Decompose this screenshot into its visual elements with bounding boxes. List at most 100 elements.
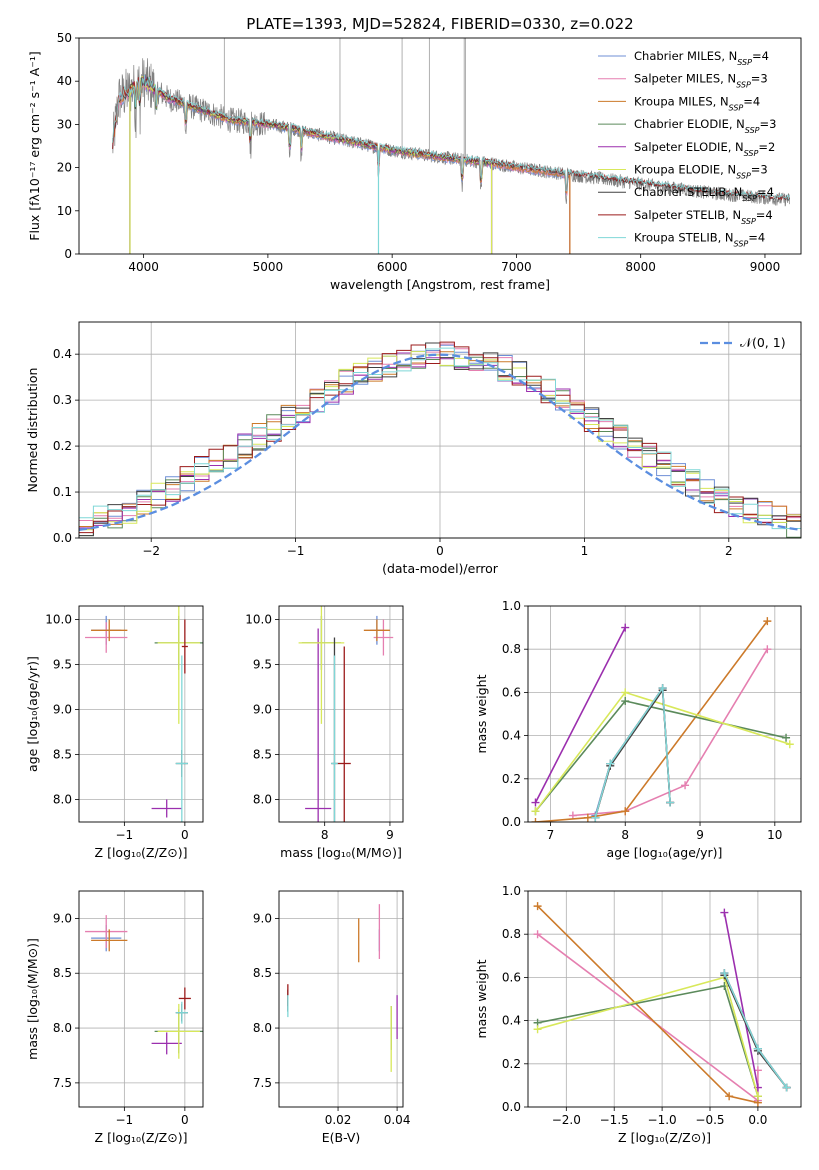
y-axis-label: age [log₁₀(age/yr)] xyxy=(25,656,40,772)
tick-label-x: −2.0 xyxy=(552,1113,581,1127)
tick-label-x: 9 xyxy=(386,828,394,842)
weight-marker xyxy=(753,1044,762,1053)
legend-label: Salpeter STELIB, NSSP=4 xyxy=(634,208,773,226)
x-axis-label: Z [log₁₀(Z/Z⊙)] xyxy=(95,845,188,860)
weight-line-kroupa-miles xyxy=(535,620,768,822)
tick-label-y: 9.5 xyxy=(53,658,72,672)
plot-area xyxy=(531,617,794,822)
weight-line-kroupa-stelib xyxy=(594,685,671,818)
weight-marker xyxy=(621,688,630,697)
tick-label-y: 8.0 xyxy=(253,793,272,807)
tick-label-y: 8.0 xyxy=(53,1021,72,1035)
tick-label-x: −1.0 xyxy=(648,1113,677,1127)
tick-label-x: −1.5 xyxy=(600,1113,629,1127)
tick-label-x: −1 xyxy=(116,1113,134,1127)
x-axis-label: age [log₁₀(age/yr)] xyxy=(607,845,723,860)
panel-mass-vs-Z: −1 0 7.5 8.0 8.5 9.0 Z [log₁₀(Z/Z⊙)] mass [log₁… xyxy=(25,890,204,1145)
y-axis-label: mass weight xyxy=(474,674,489,753)
tick-label-y: 8.0 xyxy=(253,1021,272,1035)
tick-label-y: 0.4 xyxy=(53,347,72,361)
tick-label-y: 0.2 xyxy=(502,1057,521,1071)
tick-label-x: 0.02 xyxy=(325,1113,352,1127)
weight-marker xyxy=(621,697,630,706)
weight-line-chabrier-elodie xyxy=(537,985,759,1097)
tick-label-y: 8.5 xyxy=(53,966,72,980)
legend-subscript: SSP xyxy=(744,148,759,157)
weight-marker xyxy=(658,684,667,693)
weight-marker xyxy=(533,902,542,911)
legend-label: Salpeter ELODIE, NSSP=2 xyxy=(634,140,775,158)
panel-residuals: −2 −1 0 1 2 0.0 0.1 0.2 0.3 0.4 (data-model)/error… xyxy=(25,321,802,576)
x-axis-label: Z [log₁₀(Z/Z⊙)] xyxy=(618,1130,711,1145)
tick-label-x: 4000 xyxy=(128,260,159,274)
tick-label-x: 10 xyxy=(767,828,782,842)
tick-label-x: 5000 xyxy=(253,260,284,274)
tick-label-y: 1.0 xyxy=(502,884,521,898)
tick-label-x: 9000 xyxy=(750,260,781,274)
tick-label-y: 0.1 xyxy=(53,485,72,499)
weight-marker xyxy=(785,740,794,749)
model-spectrum-kroupa-miles xyxy=(112,77,571,194)
panel-age-vs-Z: −1 0 8.0 8.5 9.0 9.5 10.0 Z [log₁₀(Z/Z⊙)] age [l… xyxy=(25,605,204,860)
tick-label-y: 9.0 xyxy=(253,911,272,925)
legend-subscript: SSP xyxy=(736,80,751,89)
tick-label-x: 0 xyxy=(436,544,444,558)
weight-marker xyxy=(720,908,729,917)
tick-label-y: 8.5 xyxy=(53,748,72,762)
legend-subscript: SSP xyxy=(745,126,760,135)
weight-marker xyxy=(533,930,542,939)
tick-label-y: 0.0 xyxy=(53,531,72,545)
tick-label-y: 0.2 xyxy=(53,439,72,453)
tick-label-y: 20 xyxy=(57,161,72,175)
x-axis-label: E(B-V) xyxy=(322,1130,361,1145)
tick-label-y: 9.0 xyxy=(53,703,72,717)
tick-label-x: 1 xyxy=(581,544,589,558)
axes-frame xyxy=(78,321,802,539)
tick-label-x: 8 xyxy=(321,828,329,842)
tick-label-y: 10.0 xyxy=(245,613,272,627)
panel-spectrum: 4000 5000 6000 7000 8000 9000 0 10 20 30 40 50 wavel… xyxy=(27,31,802,292)
weight-marker xyxy=(782,1083,791,1092)
legend-label: Kroupa ELODIE, NSSP=3 xyxy=(634,163,768,181)
weight-marker xyxy=(763,645,772,654)
axes-frame xyxy=(278,890,404,1108)
tick-label-y: 0.0 xyxy=(502,1100,521,1114)
legend-label: Chabrier STELIB, NSSP=4 xyxy=(634,185,774,203)
plot-area xyxy=(533,902,791,1107)
tick-label-x: −0.5 xyxy=(695,1113,724,1127)
tick-label-x: −1 xyxy=(287,544,305,558)
legend-label: 𝒩(0, 1) xyxy=(740,335,786,350)
tick-label-y: 0.3 xyxy=(53,393,72,407)
x-axis-label: (data-model)/error xyxy=(382,561,499,576)
tick-label-y: 8.5 xyxy=(253,748,272,762)
tick-label-x: −1 xyxy=(116,828,134,842)
weight-marker xyxy=(621,807,630,816)
panel-mass-vs-ebv: 0.02 0.04 7.5 8.0 8.5 9.0 E(B-V) xyxy=(253,890,411,1145)
panel-weight-vs-Z: −2.0 −1.5 −1.0 −0.5 0.0 0.0 0.2 0.4 0.6 0.8 1.0 Z [… xyxy=(474,884,802,1145)
weight-line-salpeter-elodie xyxy=(723,912,759,1088)
tick-label-x: 9 xyxy=(696,828,704,842)
axes-frame xyxy=(278,605,404,823)
y-axis-label: mass [log₁₀(M/M⊙)] xyxy=(25,938,40,1060)
legend-label: Salpeter MILES, NSSP=3 xyxy=(634,72,768,90)
weight-marker xyxy=(531,818,540,822)
weight-line-salpeter-elodie xyxy=(534,627,626,803)
weight-marker xyxy=(720,969,729,978)
plot-area xyxy=(287,904,398,1072)
histogram-salpeter-stelib xyxy=(79,341,801,534)
weight-marker xyxy=(782,733,791,742)
tick-label-x: 0.04 xyxy=(384,1113,411,1127)
axes-frame xyxy=(78,605,204,823)
tick-label-x: 8000 xyxy=(625,260,656,274)
tick-label-y: 9.5 xyxy=(253,658,272,672)
plot-area xyxy=(79,341,801,538)
tick-label-y: 0.8 xyxy=(502,927,521,941)
x-axis-label: mass [log₁₀(M/M⊙)] xyxy=(280,845,402,860)
tick-label-y: 7.5 xyxy=(253,1076,272,1090)
tick-label-y: 7.5 xyxy=(53,1076,72,1090)
figure-title: PLATE=1393, MJD=52824, FIBERID=0330, z=0… xyxy=(246,15,633,33)
legend-subscript: SSP xyxy=(729,103,744,112)
axes-frame xyxy=(78,890,204,1108)
tick-label-x: 0.0 xyxy=(748,1113,767,1127)
